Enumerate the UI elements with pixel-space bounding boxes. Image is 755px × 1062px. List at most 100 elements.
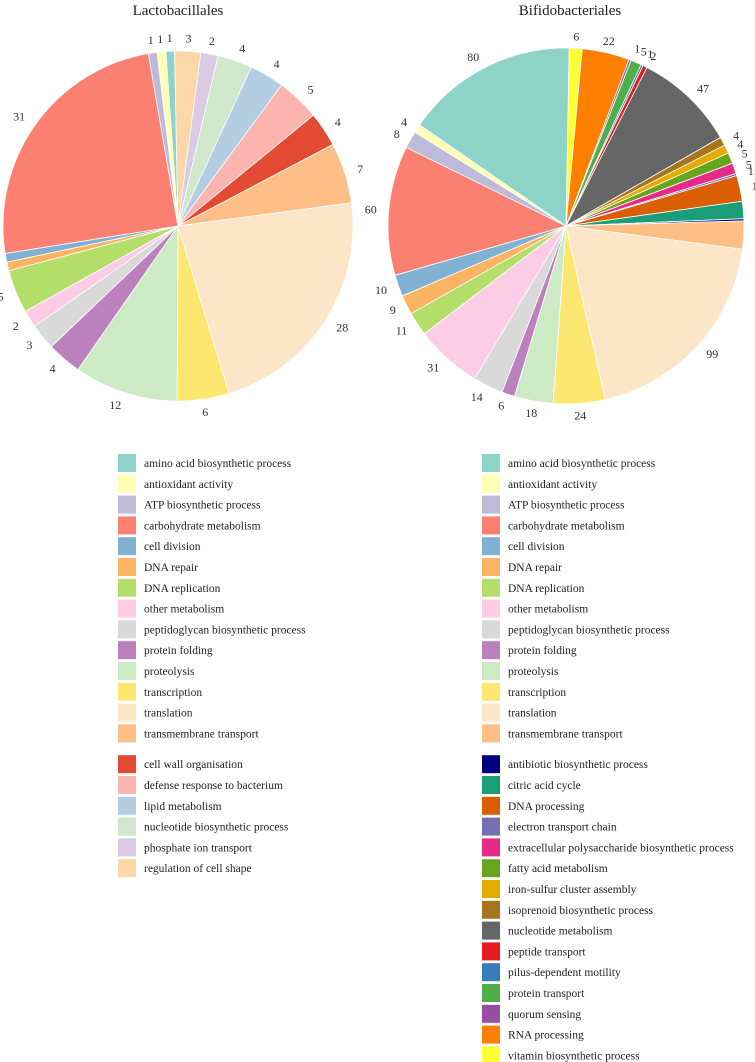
slice-value-label: 5 (742, 147, 748, 161)
legend-label: peptide transport (508, 946, 586, 958)
slice-value-label: 3 (27, 338, 33, 352)
legend-label: citric acid cycle (508, 780, 581, 792)
legend-label: translation (508, 708, 557, 720)
legend-item-rna-processing: RNA processing (482, 1025, 584, 1044)
slice-value-label: 22 (603, 34, 615, 48)
legend-label: other metabolism (508, 604, 588, 616)
slice-value-label: 4 (274, 57, 280, 71)
slice-value-label: 24 (574, 409, 586, 423)
legend-label: lipid metabolism (144, 801, 222, 813)
slice-value-label: 6 (573, 29, 579, 43)
legend-swatch (482, 516, 500, 535)
legend-item-citric-acid-cycle: citric acid cycle (482, 776, 581, 794)
legend-item-dna-replication: DNA replication (118, 578, 221, 597)
legend-label: amino acid biosynthetic process (508, 458, 656, 470)
legend-item-cell-division: cell division (118, 537, 201, 556)
legend-swatch (482, 942, 500, 961)
slice-value-label: 5 (641, 44, 647, 58)
legend-label: protein transport (508, 988, 585, 1000)
legend-item-antibiotic-biosynthetic-process: antibiotic biosynthetic process (482, 755, 648, 774)
legend-item-phosphate-ion-transport: phosphate ion transport (118, 838, 253, 857)
legend-label: RNA processing (508, 1030, 584, 1042)
legend-swatch (118, 620, 136, 639)
slice-value-label: 4 (733, 129, 739, 143)
slice-value-label: 4 (335, 115, 341, 129)
bifidobacteriales-chart: Bifidobacteriales 6221512474455112811399… (365, 3, 755, 1062)
slice-value-label: 14 (471, 390, 483, 404)
slice-value-label: 99 (706, 347, 718, 361)
legend-label: electron transport chain (508, 822, 617, 834)
slice-translation (177, 202, 354, 394)
legend-label: vitamin biosynthetic process (508, 1050, 640, 1062)
slice-value-label: 1 (647, 47, 653, 61)
slice-value-label: 1 (748, 164, 754, 178)
legend-label: phosphate ion transport (144, 842, 253, 854)
legend-label: transmembrane transport (508, 728, 623, 740)
legend-label: other metabolism (144, 604, 224, 616)
slice-labels: 6221512474455112811399241861431119106084… (365, 29, 755, 422)
legend-swatch (482, 900, 500, 919)
legend-item-lipid-metabolism: lipid metabolism (118, 796, 222, 815)
legend-swatch (118, 516, 136, 535)
legend-label: proteolysis (508, 666, 559, 678)
legend-swatch (482, 755, 500, 774)
legend-label: regulation of cell shape (144, 863, 252, 875)
slice-value-label: 2 (650, 49, 656, 63)
legend-item-amino-acid-biosynthetic-process: amino acid biosynthetic process (118, 454, 292, 472)
legend-swatch (118, 859, 136, 878)
legend-swatch (118, 641, 136, 660)
legend-label: DNA repair (144, 562, 198, 574)
legend-label: DNA replication (144, 583, 221, 595)
slice-value-label: 7 (357, 162, 363, 176)
legend-swatch (118, 755, 136, 774)
legend-label: carbohydrate metabolism (144, 520, 261, 532)
legend-label: amino acid biosynthetic process (144, 458, 292, 470)
legend-item-defense-response-to-bacterium: defense response to bacterium (118, 776, 283, 794)
legend-swatch (482, 817, 500, 836)
slice-value-label: 4 (401, 115, 407, 129)
chart-title: Lactobacillales (133, 3, 224, 19)
pie-slices (2, 50, 354, 402)
slice-value-label: 80 (467, 50, 479, 64)
legend-item-atp-biosynthetic-process: ATP biosynthetic process (118, 495, 261, 514)
chart-title: Bifidobacteriales (519, 3, 622, 19)
slice-labels: 13244547286124325113111 (0, 31, 363, 419)
legend-label: ATP biosynthetic process (144, 500, 261, 512)
slice-antioxidant-activity (156, 51, 179, 227)
legend-item-proteolysis: proteolysis (482, 662, 559, 680)
slice-value-label: 4 (737, 137, 743, 151)
legend-swatch (482, 474, 500, 493)
slice-value-label: 6 (202, 405, 208, 419)
legend-swatch (118, 599, 136, 618)
legend-swatch (482, 859, 500, 878)
legend-swatch (482, 662, 500, 680)
slice-value-label: 4 (50, 362, 56, 376)
slice-value-label: 1 (167, 31, 173, 45)
legend-item-antioxidant-activity: antioxidant activity (118, 474, 233, 493)
legend-swatch (118, 776, 136, 794)
slice-value-label: 8 (394, 127, 400, 141)
legend-item-translation: translation (118, 703, 193, 722)
legend-label: defense response to bacterium (144, 780, 283, 792)
slice-value-label: 60 (365, 202, 377, 216)
legend-swatch (118, 838, 136, 857)
legend-swatch (482, 1004, 500, 1023)
legend-item-dna-processing: DNA processing (482, 796, 585, 815)
legend-label: transcription (508, 687, 566, 699)
slice-value-label: 47 (697, 82, 709, 96)
legend-swatch (118, 558, 136, 576)
legend-item-dna-repair: DNA repair (482, 558, 562, 576)
legend-swatch (482, 963, 500, 982)
legend-item-protein-folding: protein folding (118, 641, 213, 660)
legend-item-transcription: transcription (482, 682, 566, 701)
legend-item-transmembrane-transport: transmembrane transport (482, 724, 623, 743)
slice-value-label: 11 (396, 323, 408, 337)
legend-swatch (482, 880, 500, 898)
legend-label: cell division (144, 541, 201, 553)
slice-translation (565, 225, 743, 401)
legend-swatch (482, 1046, 500, 1062)
legend-swatch (482, 984, 500, 1002)
legend-label: proteolysis (144, 666, 195, 678)
legend-swatch (482, 495, 500, 514)
legend-label: cell division (508, 541, 565, 553)
